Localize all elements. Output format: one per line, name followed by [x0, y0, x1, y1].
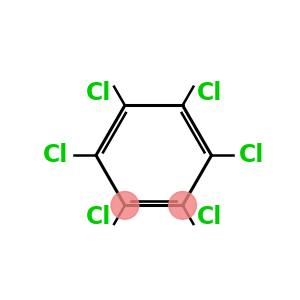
Circle shape	[111, 191, 139, 219]
Text: Cl: Cl	[196, 206, 222, 230]
Text: Cl: Cl	[85, 81, 111, 105]
Text: Cl: Cl	[239, 143, 265, 167]
Text: Cl: Cl	[196, 81, 222, 105]
Text: Cl: Cl	[43, 143, 68, 167]
Text: Cl: Cl	[85, 206, 111, 230]
Circle shape	[169, 191, 196, 219]
